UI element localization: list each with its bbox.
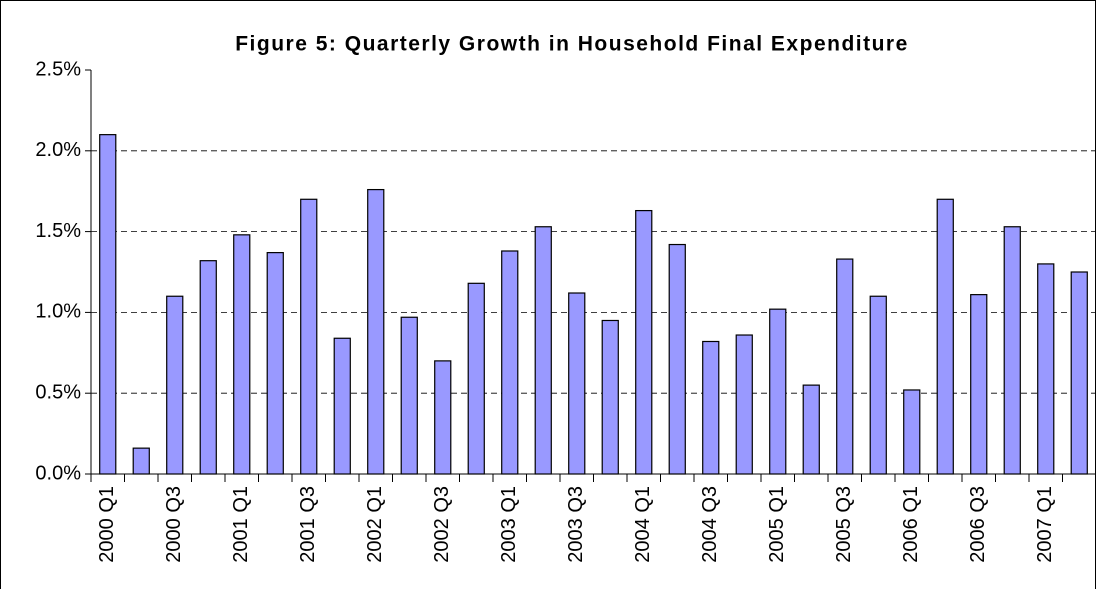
bar (400, 316, 418, 475)
bar (266, 252, 284, 475)
bar (836, 258, 854, 475)
bar (467, 282, 485, 475)
bar (233, 234, 251, 475)
bar (936, 198, 954, 475)
bar (769, 308, 787, 475)
bar (802, 384, 820, 475)
x-tick-label: 2005 Q1 (766, 486, 788, 563)
bar (1037, 263, 1055, 475)
x-tick-label: 2002 Q1 (364, 486, 386, 563)
y-tick-label: 2.0% (35, 139, 81, 161)
y-tick-label: 0.0% (35, 462, 81, 484)
x-tick-label: 2002 Q3 (431, 486, 453, 563)
x-tick-label: 2001 Q3 (297, 486, 319, 563)
bar (166, 295, 184, 475)
bar (635, 209, 653, 475)
y-tick-label: 2.5% (35, 58, 81, 80)
y-tick-label: 0.5% (35, 381, 81, 403)
bar (534, 226, 552, 475)
bar (970, 294, 988, 475)
bar (434, 360, 452, 475)
bar (367, 188, 385, 475)
x-tick-label: 2000 Q1 (96, 486, 118, 563)
bar (568, 292, 586, 475)
x-tick-label: 2000 Q3 (163, 486, 185, 563)
x-tick-label: 2005 Q3 (833, 486, 855, 563)
x-tick-label: 2001 Q1 (230, 486, 252, 563)
chart-title: Figure 5: Quarterly Growth in Household … (235, 33, 909, 56)
bar (333, 337, 351, 475)
bar (601, 319, 619, 475)
y-tick-label: 1.5% (35, 220, 81, 242)
x-tick-label: 2003 Q3 (565, 486, 587, 563)
bar (1070, 271, 1088, 475)
x-tick-label: 2004 Q1 (632, 486, 654, 563)
bar (668, 243, 686, 475)
x-tick-label: 2004 Q3 (699, 486, 721, 563)
bar (199, 260, 217, 475)
bar (869, 295, 887, 475)
bar (735, 334, 753, 475)
bar (300, 198, 318, 475)
bar (702, 340, 720, 475)
bar (501, 250, 519, 475)
bar (99, 134, 117, 475)
x-tick-label: 2006 Q3 (967, 486, 989, 563)
bar (903, 389, 921, 475)
x-tick-label: 2006 Q1 (900, 486, 922, 563)
y-tick-label: 1.0% (35, 301, 81, 323)
bar (1003, 226, 1021, 475)
bar (132, 447, 150, 475)
x-tick-label: 2003 Q1 (498, 486, 520, 563)
x-tick-label: 2007 Q1 (1034, 486, 1056, 563)
